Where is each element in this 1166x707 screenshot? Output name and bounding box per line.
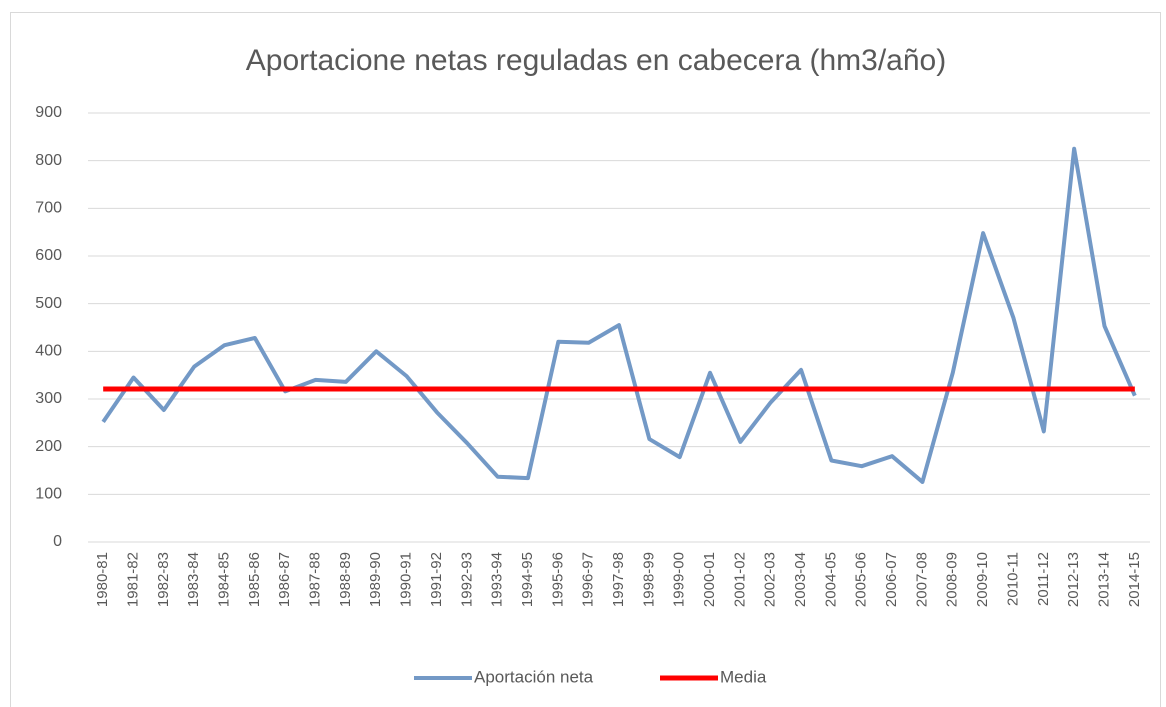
x-tick-label: 1983-84 [185,552,202,607]
x-tick-label: 1986-87 [276,552,293,607]
x-tick-label: 2003-04 [792,552,809,607]
x-tick-label: 1981-82 [124,552,141,607]
x-tick-label: 2010-11 [1004,552,1021,606]
x-tick-label: 2013-14 [1095,552,1112,607]
x-tick-label: 2007-08 [913,552,930,607]
y-tick-label: 200 [35,438,62,455]
x-tick-label: 1987-88 [307,552,324,607]
x-tick-label: 2009-10 [974,552,991,607]
legend-label: Media [720,667,767,686]
x-tick-label: 1995-96 [549,552,566,607]
x-tick-label: 1989-90 [367,552,384,607]
x-tick-label: 1996-97 [580,552,597,607]
y-tick-label: 700 [35,200,62,217]
x-tick-label: 1994-95 [519,552,536,607]
x-tick-label: 1991-92 [428,552,445,607]
x-tick-label: 2008-09 [944,552,961,607]
x-tick-label: 1999-00 [671,552,688,607]
x-tick-label: 2014-15 [1126,552,1143,607]
x-tick-label: 2011-12 [1035,552,1052,606]
x-tick-label: 1982-83 [155,552,172,607]
x-tick-label: 2000-01 [701,552,718,607]
x-tick-label: 1993-94 [489,552,506,607]
x-tick-label: 1997-98 [610,552,627,607]
x-tick-label: 1984-85 [216,552,233,607]
data-line [101,146,1137,484]
y-tick-label: 600 [35,247,62,264]
y-tick-label: 900 [35,104,62,121]
x-tick-label: 2004-05 [822,552,839,607]
x-tick-label: 1980-81 [94,552,111,607]
x-tick-label: 1992-93 [458,552,475,607]
x-tick-label: 2002-03 [762,552,779,607]
x-tick-label: 2001-02 [731,552,748,607]
y-tick-label: 500 [35,295,62,312]
y-tick-label: 300 [35,390,62,407]
y-tick-label: 400 [35,343,62,360]
x-tick-label: 1990-91 [398,552,415,607]
legend-label: Aportación neta [474,667,594,686]
chart-title: Aportacione netas reguladas en cabecera … [246,44,946,77]
x-tick-label: 2005-06 [853,552,870,607]
y-tick-label: 0 [53,533,62,550]
x-tick-label: 1998-99 [640,552,657,607]
y-tick-label: 800 [35,152,62,169]
y-tick-label: 100 [35,486,62,503]
x-tick-label: 1988-89 [337,552,354,607]
x-tick-label: 1985-86 [246,552,263,607]
x-tick-label: 2012-13 [1065,552,1082,607]
x-tick-label: 2006-07 [883,552,900,607]
